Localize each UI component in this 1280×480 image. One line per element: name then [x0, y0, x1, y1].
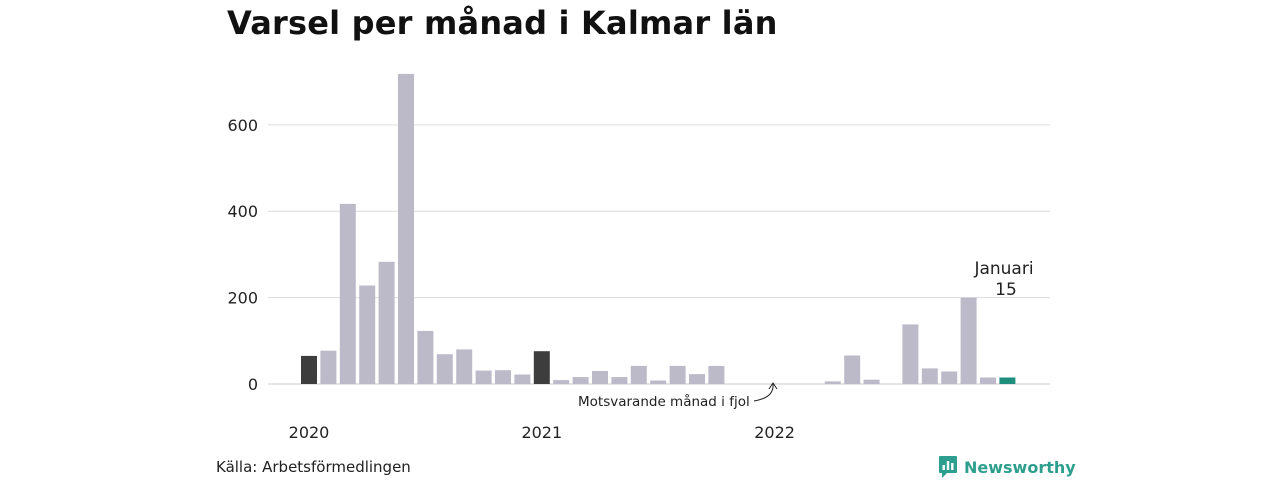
x-tick-label: 2021: [521, 423, 562, 442]
source-note: Källa: Arbetsförmedlingen: [216, 458, 411, 476]
bar-2020-02: [320, 350, 337, 384]
bar-2020-04: [359, 285, 376, 384]
comparison-note-arrowhead: [768, 382, 778, 390]
x-axis-ticks: 2020 2021 2022: [289, 423, 795, 442]
bar-2021-04: [592, 371, 608, 384]
bar-2020-06: [398, 73, 414, 385]
y-axis-ticks: 0 200 400 600: [227, 116, 258, 394]
bar-2020-12: [514, 374, 531, 384]
bar-2020-09: [456, 349, 473, 384]
bar-2020-10: [475, 370, 492, 384]
bar-2022-09: [921, 368, 938, 384]
y-tick-label: 400: [227, 202, 258, 221]
bar-2023-01: [999, 377, 1016, 384]
chart-title: Varsel per månad i Kalmar län: [227, 4, 778, 42]
newsworthy-logo-icon: [939, 456, 957, 478]
bar-2021-03: [572, 377, 589, 384]
x-tick-label: 2022: [754, 423, 795, 442]
bar-2021-02: [553, 380, 570, 384]
bar-2021-01: [533, 351, 550, 384]
bar-2020-07: [417, 330, 434, 384]
bars: [301, 73, 1016, 385]
current-month-label: Januari: [973, 259, 1033, 279]
y-tick-label: 200: [227, 289, 258, 308]
y-tick-label: 600: [227, 116, 258, 135]
bar-2022-11: [960, 297, 977, 384]
bar-2022-05: [844, 355, 861, 384]
comparison-note: Motsvarande månad i fjol: [578, 393, 750, 410]
annotations: Januari 15 Motsvarande månad i fjol: [578, 259, 1034, 410]
bar-2020-08: [436, 354, 453, 384]
bar-2021-06: [630, 365, 647, 384]
bar-2021-09: [689, 374, 705, 384]
x-tick-label: 2020: [289, 423, 330, 442]
bar-2021-10: [708, 365, 725, 384]
current-value-label: 15: [995, 280, 1017, 300]
bar-2022-10: [941, 371, 958, 384]
bar-2022-08: [902, 324, 919, 384]
bar-2020-03: [339, 203, 356, 384]
bar-2022-06: [863, 379, 880, 384]
bar-2022-12: [980, 377, 996, 384]
bar-2020-11: [495, 370, 511, 384]
bar-2021-07: [650, 380, 667, 384]
bar-2020-01: [301, 355, 317, 384]
bar-2022-04: [824, 381, 841, 384]
comparison-note-arrow: [753, 383, 774, 402]
bar-2021-08: [669, 365, 686, 384]
bar-2021-05: [611, 377, 628, 384]
brand-name: Newsworthy: [964, 457, 1076, 477]
y-tick-label: 0: [248, 375, 258, 394]
bar-2020-05: [378, 261, 395, 384]
newsworthy-brand: Newsworthy: [938, 455, 1076, 479]
